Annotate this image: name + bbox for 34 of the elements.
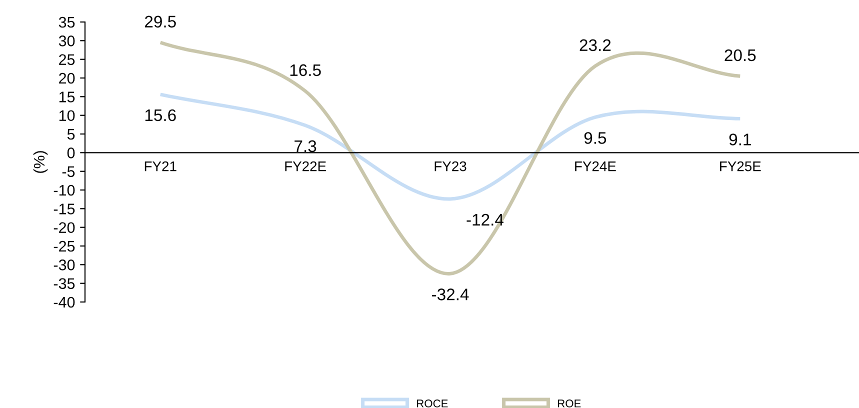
data-label: 23.2 [580, 39, 611, 52]
y-tick-label: -35 [54, 278, 75, 290]
y-tick-label: -20 [54, 222, 75, 234]
y-tick-label: -25 [54, 240, 75, 252]
data-label: -32.4 [432, 288, 469, 300]
y-tick-label: -15 [54, 204, 75, 214]
y-tick-label: -30 [54, 260, 75, 270]
x-tick-label: FY22E [285, 161, 326, 172]
data-label: 9.1 [729, 134, 751, 146]
y-tick-label: 25 [59, 54, 75, 66]
legend-label: ROCE [417, 400, 448, 408]
data-label: 7.3 [294, 140, 316, 152]
y-tick-label: 15 [59, 92, 75, 102]
data-label: 29.5 [144, 16, 176, 28]
data-label: 15.6 [145, 109, 176, 122]
y-tick-label: 30 [58, 36, 75, 46]
data-label: 20.5 [724, 49, 756, 62]
legend-label: ROE [558, 400, 581, 408]
y-tick-label: -5 [62, 166, 75, 178]
data-label: -12.4 [466, 214, 504, 226]
y-tick-label: 0 [67, 148, 75, 158]
y-tick-label: -10 [54, 184, 75, 196]
y-tick-label: 5 [67, 129, 75, 140]
x-tick-label: FY24E [575, 161, 616, 172]
y-axis-title: (%) [33, 151, 48, 173]
y-tick-label: 35 [58, 16, 75, 28]
y-tick-label: -40 [54, 296, 75, 308]
x-tick-label: FY25E [720, 161, 761, 172]
y-tick-label: 20 [59, 72, 75, 84]
y-tick-label: 10 [59, 110, 75, 122]
x-tick-label: FY23 [434, 161, 466, 172]
data-label: 9.5 [584, 132, 606, 144]
data-label: 16.5 [290, 64, 321, 76]
x-tick-label: FY21 [144, 161, 176, 172]
